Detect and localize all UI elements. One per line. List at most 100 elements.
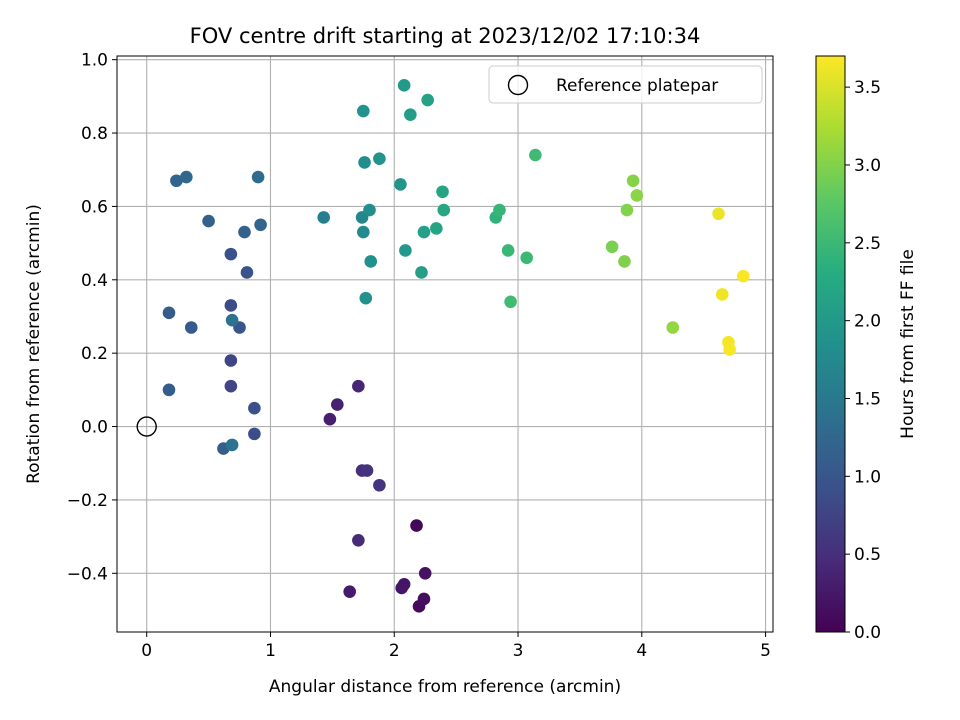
scatter-point bbox=[421, 93, 434, 107]
colorbar-tick-label: 3.0 bbox=[854, 156, 881, 176]
scatter-point bbox=[712, 207, 725, 221]
scatter-point bbox=[373, 152, 386, 166]
y-tick-label: 0.6 bbox=[81, 197, 108, 217]
legend-label: Reference platepar bbox=[556, 76, 718, 96]
y-tick-label: 0.4 bbox=[81, 271, 108, 291]
scatter-point bbox=[364, 255, 378, 268]
scatter-point bbox=[397, 79, 411, 92]
scatter-point bbox=[343, 585, 356, 598]
scatter-point bbox=[620, 203, 634, 217]
scatter-point bbox=[395, 581, 408, 595]
scatter-point bbox=[251, 170, 265, 184]
x-tick-label: 3 bbox=[513, 641, 524, 661]
colorbar-tick-label: 1.0 bbox=[854, 467, 881, 487]
scatter-point bbox=[225, 313, 239, 327]
x-tick-label: 0 bbox=[141, 641, 152, 661]
y-axis-label: Rotation from reference (arcmin) bbox=[24, 204, 44, 484]
scatter-point bbox=[254, 218, 267, 232]
scatter-point bbox=[224, 299, 238, 312]
scatter-point bbox=[224, 379, 238, 393]
scatter-point bbox=[317, 211, 331, 224]
scatter-point bbox=[352, 379, 365, 393]
colorbar bbox=[815, 55, 846, 633]
scatter-point bbox=[162, 306, 176, 320]
scatter-point bbox=[404, 108, 417, 122]
colorbar-tick-label: 0.0 bbox=[854, 623, 881, 643]
chart-title: FOV centre drift starting at 2023/12/02 … bbox=[190, 24, 701, 48]
scatter-point bbox=[666, 321, 680, 334]
y-axis-ticks: −0.4 −0.2 0.0 0.2 0.4 0.6 0.8 1.0 bbox=[67, 51, 117, 584]
scatter-point bbox=[618, 255, 631, 268]
y-tick-label: 1.0 bbox=[81, 51, 108, 71]
scatter-point bbox=[360, 464, 374, 477]
scatter-point bbox=[363, 203, 376, 217]
scatter-point bbox=[238, 225, 251, 239]
scatter-point bbox=[417, 225, 431, 239]
scatter-point bbox=[529, 148, 542, 162]
scatter-point bbox=[180, 170, 193, 184]
scatter-point bbox=[248, 427, 261, 441]
y-tick-label: 0.8 bbox=[81, 124, 108, 144]
scatter-point bbox=[373, 478, 386, 492]
colorbar-label: Hours from first FF file bbox=[898, 249, 918, 439]
scatter-point bbox=[437, 203, 451, 217]
scatter-point bbox=[225, 438, 239, 452]
scatter-point bbox=[170, 174, 183, 188]
scatter-point bbox=[436, 185, 449, 199]
x-axis-label: Angular distance from reference (arcmin) bbox=[269, 677, 621, 697]
x-tick-label: 1 bbox=[265, 641, 276, 661]
scatter-point bbox=[224, 247, 238, 261]
scatter-point bbox=[357, 104, 370, 118]
scatter-point bbox=[359, 291, 373, 305]
scatter-point bbox=[410, 519, 423, 532]
colorbar-tick-label: 3.5 bbox=[854, 78, 881, 98]
legend-box bbox=[488, 65, 763, 104]
scatter-point bbox=[723, 343, 736, 356]
reference-marker bbox=[136, 416, 157, 437]
scatter-point bbox=[626, 174, 640, 188]
scatter-point bbox=[605, 240, 619, 254]
scatter-point bbox=[415, 266, 428, 279]
y-tick-label: −0.2 bbox=[67, 491, 108, 511]
scatter-point bbox=[162, 383, 176, 397]
legend-marker-icon bbox=[507, 74, 529, 96]
scatter-point bbox=[399, 244, 412, 257]
y-tick-label: 0.0 bbox=[81, 418, 108, 438]
scatter-point bbox=[202, 214, 215, 228]
plot-frame bbox=[116, 55, 774, 633]
colorbar-tick-label: 2.5 bbox=[854, 234, 881, 254]
scatter-point bbox=[715, 288, 729, 301]
scatter-point bbox=[630, 189, 644, 202]
scatter-point bbox=[184, 321, 198, 334]
scatter-point bbox=[520, 251, 533, 265]
scatter-point bbox=[504, 295, 517, 309]
scatter-point bbox=[430, 222, 443, 235]
scatter-point bbox=[357, 225, 370, 239]
grid bbox=[117, 56, 773, 632]
colorbar-tick-label: 1.5 bbox=[854, 389, 881, 409]
scatter-point bbox=[248, 401, 261, 415]
colorbar-ticks: 0.0 0.5 1.0 1.5 2.0 2.5 3.0 3.5 bbox=[845, 78, 881, 643]
x-tick-label: 2 bbox=[389, 641, 400, 661]
reference-platepar-marker bbox=[136, 416, 157, 437]
scatter-point bbox=[501, 244, 515, 257]
scatter-point bbox=[358, 156, 371, 169]
colorbar-tick-label: 0.5 bbox=[854, 545, 881, 565]
scatter-point bbox=[331, 398, 344, 411]
y-tick-label: −0.4 bbox=[67, 564, 108, 584]
scatter-point bbox=[352, 533, 365, 547]
scatter-point bbox=[417, 592, 431, 606]
y-tick-label: 0.2 bbox=[81, 344, 108, 364]
colorbar-tick-label: 2.0 bbox=[854, 312, 881, 332]
legend: Reference platepar bbox=[488, 65, 763, 104]
scatter-point bbox=[736, 269, 750, 283]
scatter-point bbox=[224, 354, 238, 367]
data-points bbox=[162, 79, 750, 613]
x-tick-label: 4 bbox=[636, 641, 647, 661]
x-tick-label: 5 bbox=[760, 641, 771, 661]
scatter-point bbox=[394, 178, 407, 191]
scatter-point bbox=[240, 266, 254, 279]
scatter-point bbox=[323, 412, 337, 426]
